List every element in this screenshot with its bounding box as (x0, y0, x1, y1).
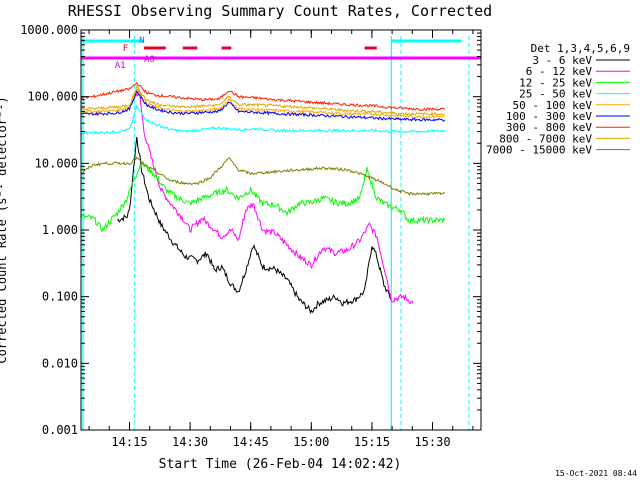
x-tick-label: 15:30 (414, 435, 450, 449)
x-tick-label: 14:45 (233, 435, 269, 449)
axes: 1000.000 100.000 10.000 1.000 0.100 0.010 0.00… (20, 23, 481, 449)
x-tick-label: 15:15 (354, 435, 390, 449)
y-tick-label: 100.000 (27, 90, 78, 104)
series-line-1 (133, 89, 414, 305)
series-line-0 (117, 136, 392, 315)
series-line-2 (80, 161, 446, 234)
legend-label: 50 - 100 keV (513, 99, 593, 112)
series-line-7 (80, 85, 445, 117)
x-axis-label: Start Time (26-Feb-04 14:02:42) (159, 457, 402, 472)
legend-label: 800 - 7000 keV (499, 132, 592, 145)
legend-title: Det 1,3,4,5,6,9 (531, 42, 630, 55)
night-flag-label: N (139, 36, 144, 46)
attenuator-label-a1: A1 (115, 61, 126, 71)
x-tick-label: 15:00 (293, 435, 329, 449)
legend-label: 100 - 300 keV (506, 110, 592, 123)
series-line-3 (80, 103, 445, 136)
y-tick-label: 10.000 (35, 156, 78, 170)
plot-area: N F A1 A0 (80, 36, 481, 430)
y-tick-label: 1.000 (42, 223, 78, 237)
legend-label: 25 - 50 keV (519, 88, 592, 101)
series-line-6 (80, 81, 445, 112)
chart-title: RHESSI Observing Summary Count Rates, Co… (68, 2, 492, 20)
y-tick-label: 0.010 (42, 356, 78, 370)
legend-label: 300 - 800 keV (506, 121, 592, 134)
legend-label: 6 - 12 keV (526, 65, 593, 78)
y-tick-label: 0.001 (42, 423, 78, 437)
timestamp: 15-Oct-2021 08:44 (555, 469, 637, 478)
legend-label: 7000 - 15000 keV (486, 144, 592, 157)
x-tick-label: 14:30 (172, 435, 208, 449)
attenuator-label-a0: A0 (144, 55, 155, 65)
y-tick-label: 1000.000 (20, 23, 78, 37)
x-tick-label: 14:15 (111, 435, 147, 449)
series-line-8 (80, 156, 445, 196)
series-line-5 (80, 90, 445, 122)
y-axis-label: Corrected Count Rate (s⁻¹ detector⁻¹) (0, 96, 9, 363)
legend-label: 3 - 6 keV (532, 54, 592, 67)
y-tick-label: 0.100 (42, 290, 78, 304)
plot-frame (80, 29, 482, 431)
flare-flag-label: F (123, 44, 128, 54)
legend-label: 12 - 25 keV (519, 76, 592, 89)
